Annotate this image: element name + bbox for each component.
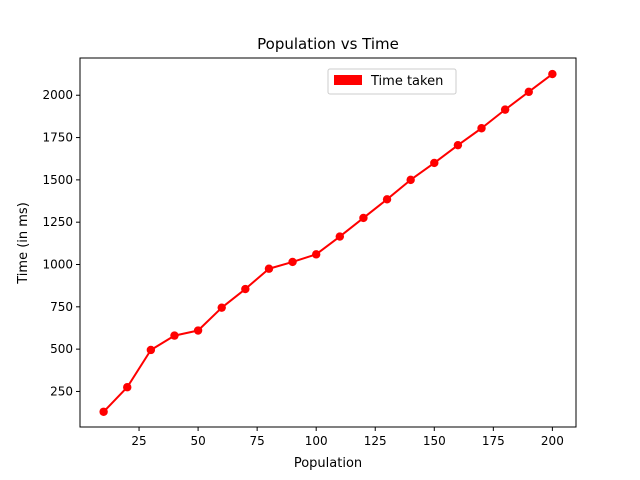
x-tick-label-4: 125 xyxy=(364,434,387,448)
x-tick-label-7: 200 xyxy=(541,434,564,448)
data-point-0-11 xyxy=(359,213,368,223)
data-point-0-18 xyxy=(524,87,533,97)
x-tick-label-3: 100 xyxy=(305,434,328,448)
data-point-0-17 xyxy=(500,105,510,114)
data-point-0-5 xyxy=(217,303,226,312)
data-point-0-13 xyxy=(406,175,415,185)
legend: Time taken xyxy=(327,68,457,95)
y-tick-label-6: 1750 xyxy=(42,131,73,145)
data-point-0-15 xyxy=(453,140,463,150)
data-point-0-14 xyxy=(430,158,439,168)
x-tick-label-5: 150 xyxy=(423,434,446,448)
x-axis-label: Population xyxy=(294,456,362,471)
data-point-0-3 xyxy=(170,331,179,340)
data-point-0-1 xyxy=(123,383,132,392)
data-point-0-12 xyxy=(382,195,392,204)
y-tick-label-3: 1000 xyxy=(42,258,73,272)
y-tick-label-7: 2000 xyxy=(42,88,73,102)
y-tick-label-1: 500 xyxy=(50,342,73,356)
data-point-0-9 xyxy=(311,250,321,259)
x-tick-label-1: 50 xyxy=(190,434,205,448)
data-point-0-0 xyxy=(99,407,108,416)
plot-area: 25 50 75 100 125 150 175 200 250 500 750 1000 1250 15… xyxy=(42,57,577,448)
y-tick-label-5: 1500 xyxy=(42,173,73,187)
data-point-0-16 xyxy=(477,124,486,133)
data-point-0-2 xyxy=(146,345,156,355)
data-point-0-7 xyxy=(264,264,274,273)
chart-title: Population vs Time xyxy=(257,35,399,53)
data-point-0-8 xyxy=(288,257,297,267)
y-tick-label-2: 750 xyxy=(50,300,73,314)
x-tick-label-2: 75 xyxy=(250,434,265,448)
legend-swatch xyxy=(334,75,362,85)
x-tick-label-6: 175 xyxy=(482,434,505,448)
y-tick-label-4: 1250 xyxy=(42,215,73,229)
y-tick-label-0: 250 xyxy=(50,384,73,398)
data-point-0-4 xyxy=(193,326,203,335)
data-point-0-10 xyxy=(335,232,345,241)
x-tick-label-0: 25 xyxy=(131,434,146,448)
axes-frame xyxy=(79,57,577,428)
y-axis-label: Time (in ms) xyxy=(16,202,31,285)
legend-label: Time taken xyxy=(370,74,443,89)
data-point-0-6 xyxy=(241,284,250,294)
data-point-0-19 xyxy=(548,69,557,79)
